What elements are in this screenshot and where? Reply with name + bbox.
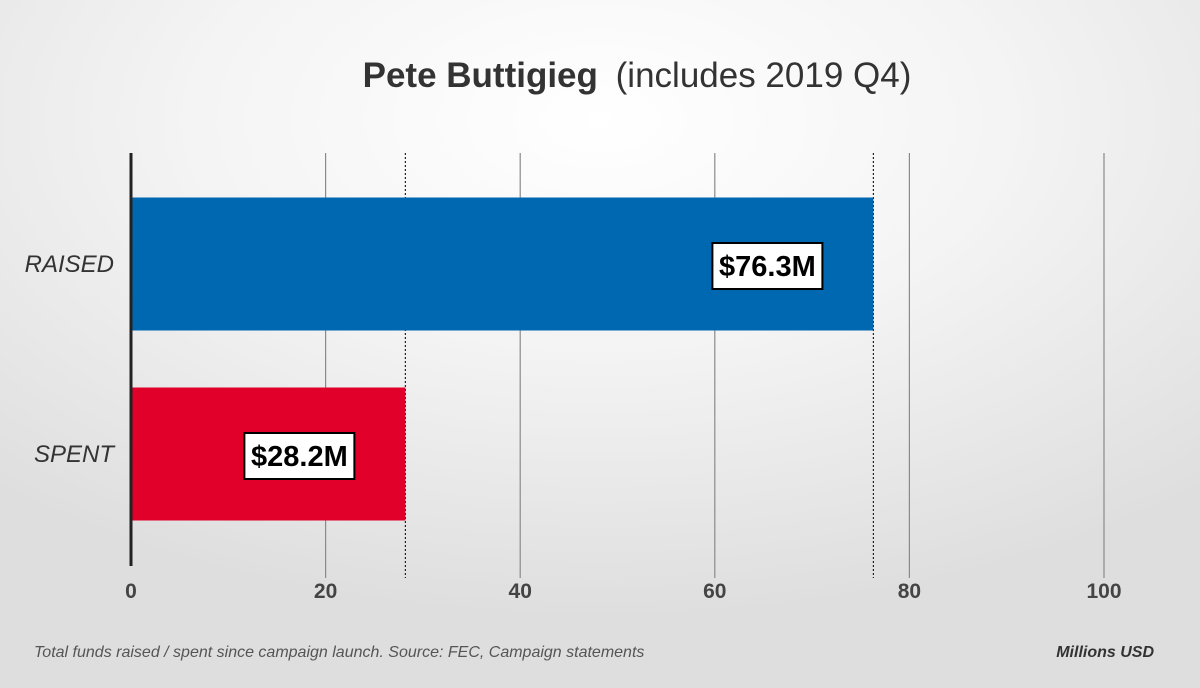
value-label-box-spent (243, 432, 356, 480)
chart-title: Pete Buttigieg (includes 2019 Q4) (363, 56, 912, 95)
value-labels: $76.3M $28.2M (243, 242, 824, 480)
reference-lines (404, 153, 874, 578)
x-tick-label-60: 60 (703, 580, 726, 603)
x-tick-label-0: 0 (125, 580, 137, 603)
chart-title-normal: (includes 2019 Q4) (616, 56, 912, 95)
category-labels: RAISED SPENT (25, 251, 117, 468)
x-tick-label-40: 40 (509, 580, 532, 603)
footnote: Total funds raised / spent since campaig… (34, 644, 644, 661)
x-tick-label-80: 80 (898, 580, 921, 603)
x-tick-label-100: 100 (1086, 580, 1121, 603)
value-label-box-raised (711, 242, 824, 290)
chart-title-bold: Pete Buttigieg (363, 56, 598, 95)
value-label-raised: $76.3M (719, 251, 816, 283)
x-tick-label-20: 20 (314, 580, 337, 603)
value-label-spent: $28.2M (251, 441, 348, 473)
x-tick-labels: 0 20 40 60 80 100 (125, 580, 1121, 603)
x-axis-unit-label: Millions USD (1056, 644, 1154, 661)
category-label-spent: SPENT (34, 441, 116, 468)
category-label-raised: RAISED (25, 251, 114, 278)
